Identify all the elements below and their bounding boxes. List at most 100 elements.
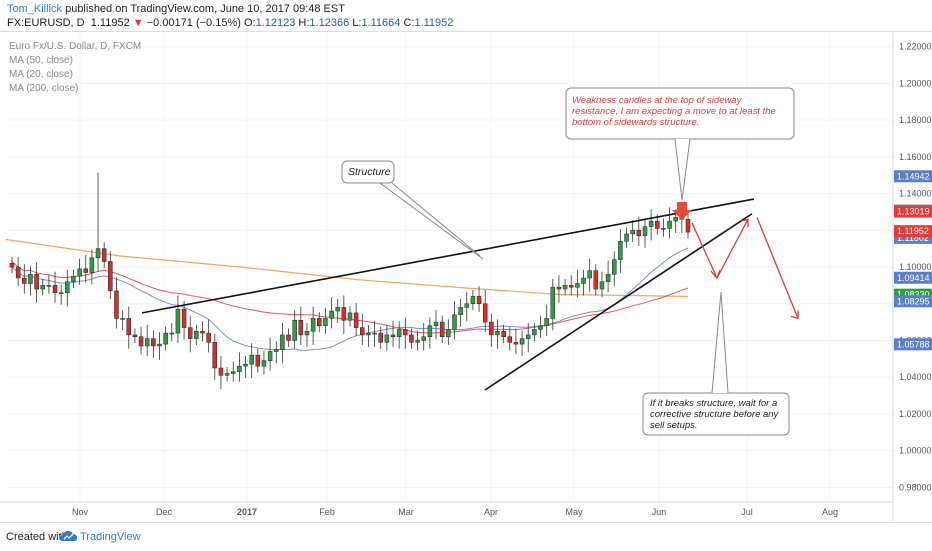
candle-up: [612, 259, 617, 275]
chart-header: Tom_Killick published on TradingView.com…: [0, 0, 932, 31]
candle-down: [138, 336, 144, 347]
chart-area[interactable]: 0.980001.000001.020001.040001.060001.080…: [0, 31, 932, 521]
candle-up: [427, 325, 433, 338]
x-tick-label: Dec: [156, 507, 173, 517]
price-tag-label: 1.08330: [897, 290, 930, 300]
candle-down: [9, 263, 15, 268]
candle-up: [605, 274, 611, 282]
candle-down: [187, 327, 193, 339]
candle-down: [390, 334, 396, 338]
candle-down: [593, 270, 599, 290]
candle-down: [341, 307, 347, 321]
structure-label: Structure: [348, 166, 391, 178]
y-tick-label: 1.10000: [899, 262, 932, 272]
high-value: 1.12366: [309, 17, 350, 29]
candle-down: [181, 308, 187, 328]
candle-up: [243, 364, 248, 367]
tradingview-brand[interactable]: TradingView: [80, 531, 141, 543]
candle-up: [464, 303, 470, 308]
ma-20-path: [11, 247, 689, 351]
candle-down: [200, 331, 205, 334]
close-label: C:: [403, 17, 415, 29]
y-tick-label: 0.98000: [899, 482, 932, 492]
candle-up: [446, 329, 451, 338]
author-link[interactable]: Tom_Killick: [7, 3, 63, 15]
x-tick-label: May: [565, 507, 583, 517]
y-tick-label: 1.22000: [899, 42, 932, 52]
candle-down: [513, 342, 519, 345]
x-tick-label: Nov: [72, 507, 89, 517]
candle-up: [169, 332, 175, 335]
chart-legend: Euro Fx/U.S. Dollar, D, FXCM MA (50, clo…: [9, 40, 141, 96]
down-arrow-marker-icon: [672, 202, 692, 220]
candle-down: [439, 321, 445, 338]
bottom-note-pointer: [711, 291, 729, 394]
price-tag-label: 1.09414: [897, 273, 930, 283]
candle-down: [685, 219, 691, 233]
candle-up: [452, 314, 457, 330]
candle-down: [489, 321, 494, 336]
candle-down: [218, 367, 224, 376]
candle-up: [157, 343, 162, 347]
price-tag-label: 1.14942: [897, 171, 930, 181]
ohlc-line: FX:EURUSD, D 1.11952 ▼ −0.00171 (−0.15%)…: [7, 17, 453, 29]
price-chart[interactable]: 0.980001.000001.020001.040001.060001.080…: [0, 32, 932, 521]
price-tag-bg: [894, 338, 932, 351]
candle-down: [353, 312, 359, 328]
projection-path-down: [756, 217, 799, 319]
candle-up: [335, 307, 340, 312]
candle-up: [237, 365, 242, 372]
candle-down: [108, 261, 113, 292]
candle-down: [34, 274, 39, 290]
publish-line: Tom_Killick published on TradingView.com…: [7, 3, 345, 15]
tradingview-cloud-icon: [60, 531, 77, 541]
x-tick-label: Jul: [741, 507, 753, 517]
ma-200-path: [5, 238, 689, 297]
candle-down: [476, 296, 482, 304]
published-text: published on TradingView.com, June 10, 2…: [65, 3, 345, 15]
candle-up: [550, 286, 556, 319]
legend-title: Euro Fx/U.S. Dollar, D, FXCM: [9, 41, 142, 52]
candle-down: [403, 329, 408, 336]
candle-up: [458, 307, 463, 315]
legend-ma50: MA (50, close): [9, 55, 73, 66]
candle-up: [120, 318, 125, 320]
candle-up: [347, 312, 353, 321]
candle-up: [384, 334, 390, 343]
high-label: H:: [298, 17, 310, 29]
created-with-label: Created with: [6, 531, 68, 543]
candle-down: [15, 266, 21, 279]
candle-down: [52, 285, 58, 293]
y-tick-label: 1.16000: [899, 152, 932, 162]
candle-up: [194, 331, 199, 339]
candle-down: [501, 331, 506, 338]
price-tag-label: 1.11802: [897, 233, 929, 243]
candle-down: [360, 327, 365, 336]
candle-up: [224, 373, 230, 376]
candle-up: [329, 310, 334, 319]
candle-up: [372, 332, 377, 335]
candle-up: [587, 270, 592, 279]
arrowhead-icon: [710, 269, 721, 280]
candle-up: [46, 285, 52, 287]
candle-down: [409, 334, 414, 343]
x-tick-label: Mar: [398, 507, 414, 517]
candle-up: [673, 217, 678, 222]
open-label: O:: [243, 17, 256, 29]
candle-up: [544, 318, 549, 326]
arrowhead-icon: [740, 218, 749, 228]
candle-up: [261, 360, 267, 367]
bottom-note-text: If it breaks structure, wait for a corre…: [650, 398, 779, 431]
candle-up: [95, 248, 101, 259]
candle-up: [525, 334, 531, 339]
candle-up: [366, 332, 371, 336]
candle-up: [618, 241, 623, 260]
candle-up: [280, 334, 285, 350]
price-tag-label: 1.13019: [897, 207, 930, 217]
candle-up: [230, 371, 236, 374]
candle-up: [661, 228, 666, 230]
candle-up: [310, 318, 316, 332]
y-tick-label: 1.14000: [899, 189, 932, 199]
top-note-text: Weakness candles at the top of sideway r…: [572, 95, 776, 128]
low-label: L:: [352, 17, 362, 29]
